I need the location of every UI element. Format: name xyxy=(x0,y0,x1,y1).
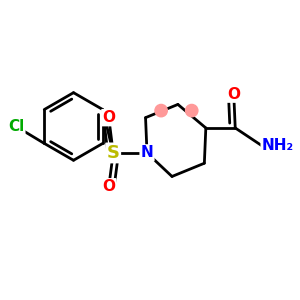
Text: O: O xyxy=(102,110,115,125)
Text: NH₂: NH₂ xyxy=(262,138,294,153)
Text: O: O xyxy=(227,87,240,102)
Circle shape xyxy=(185,104,198,117)
Text: Cl: Cl xyxy=(8,119,24,134)
Circle shape xyxy=(155,104,167,117)
Text: S: S xyxy=(107,144,120,162)
Text: O: O xyxy=(102,179,115,194)
Text: N: N xyxy=(141,146,153,160)
